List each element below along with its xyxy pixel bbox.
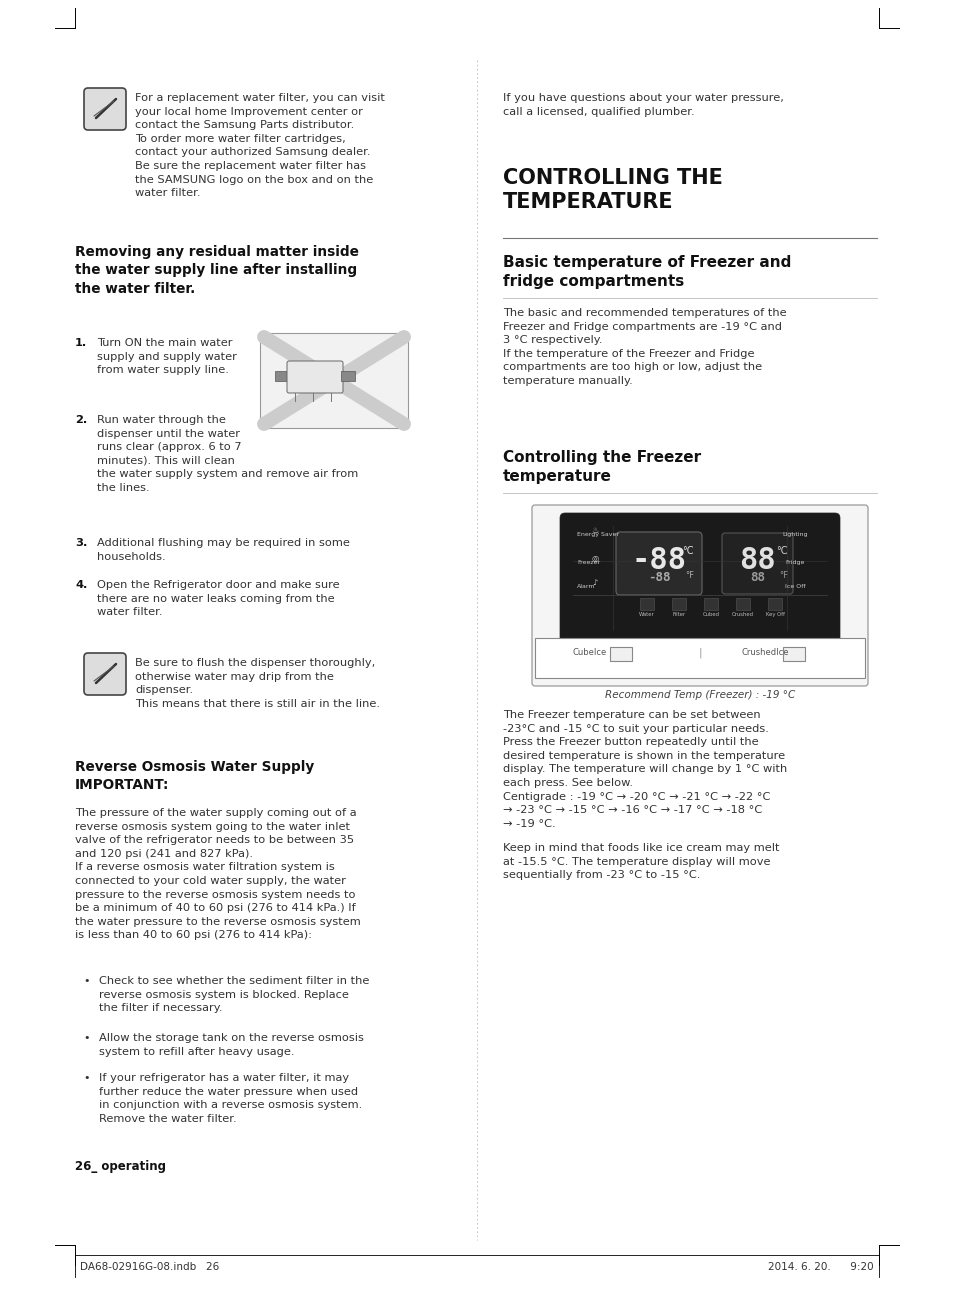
Bar (767, 598, 781, 610)
Text: Be sure to flush the dispenser thoroughly,
otherwise water may drip from the
dis: Be sure to flush the dispenser thoroughl… (135, 658, 379, 709)
FancyBboxPatch shape (535, 637, 864, 678)
Text: 2.: 2. (75, 415, 87, 425)
FancyBboxPatch shape (84, 653, 126, 695)
Text: Recommend Temp (Freezer) : -19 °C: Recommend Temp (Freezer) : -19 °C (604, 690, 794, 700)
Text: Reverse Osmosis Water Supply: Reverse Osmosis Water Supply (75, 760, 314, 774)
Text: -88: -88 (647, 571, 670, 584)
Text: 2014. 6. 20.      9:20: 2014. 6. 20. 9:20 (767, 1262, 873, 1272)
Text: ◎: ◎ (591, 554, 598, 563)
Text: Basic temperature of Freezer and
fridge compartments: Basic temperature of Freezer and fridge … (502, 255, 791, 289)
Bar (671, 598, 685, 610)
Text: Key Off: Key Off (764, 611, 783, 617)
FancyBboxPatch shape (782, 647, 804, 661)
Text: Filter: Filter (672, 611, 685, 617)
Text: CONTROLLING THE
TEMPERATURE: CONTROLLING THE TEMPERATURE (502, 168, 722, 212)
FancyBboxPatch shape (609, 647, 631, 661)
FancyBboxPatch shape (559, 513, 840, 643)
FancyBboxPatch shape (260, 333, 408, 428)
Text: For a replacement water filter, you can visit
your local home Improvement center: For a replacement water filter, you can … (135, 92, 384, 198)
Text: ♨: ♨ (591, 526, 598, 535)
Text: |: | (698, 648, 701, 658)
Text: Crushed: Crushed (731, 611, 753, 617)
Text: Controlling the Freezer
temperature: Controlling the Freezer temperature (502, 450, 700, 484)
Text: 88: 88 (739, 546, 775, 575)
Text: Keep in mind that foods like ice cream may melt
at -15.5 °C. The temperature dis: Keep in mind that foods like ice cream m… (502, 843, 779, 881)
FancyBboxPatch shape (287, 360, 343, 393)
Text: Alarm: Alarm (577, 584, 595, 589)
Text: Water: Water (639, 611, 654, 617)
FancyBboxPatch shape (84, 88, 126, 130)
Text: °F: °F (684, 571, 693, 580)
Text: ♪: ♪ (592, 578, 598, 587)
Text: •: • (83, 1033, 90, 1043)
Text: If you have questions about your water pressure,
call a licensed, qualified plum: If you have questions about your water p… (502, 92, 783, 117)
Text: Energy Saver: Energy Saver (577, 532, 618, 537)
Bar (735, 598, 749, 610)
Text: IMPORTANT:: IMPORTANT: (75, 778, 170, 792)
Text: The Freezer temperature can be set between
-23°C and -15 °C to suit your particu: The Freezer temperature can be set betwe… (502, 710, 786, 829)
Text: Additional flushing may be required in some
households.: Additional flushing may be required in s… (97, 539, 350, 562)
Text: 1.: 1. (75, 338, 87, 347)
Text: °C: °C (681, 546, 693, 556)
Bar (639, 598, 654, 610)
Text: Fridge: Fridge (784, 559, 803, 565)
Text: •: • (83, 1073, 90, 1082)
Bar (703, 598, 718, 610)
Text: °C: °C (776, 546, 787, 556)
Bar (340, 371, 355, 381)
Text: •: • (83, 976, 90, 986)
Text: Ice Off: Ice Off (784, 584, 804, 589)
Text: °F: °F (779, 571, 787, 580)
Text: CrushedIce: CrushedIce (740, 648, 788, 657)
Bar (274, 371, 289, 381)
Text: Cubed: Cubed (701, 611, 719, 617)
Text: Removing any residual matter inside
the water supply line after installing
the w: Removing any residual matter inside the … (75, 245, 358, 295)
FancyBboxPatch shape (721, 533, 792, 595)
Text: CubeIce: CubeIce (572, 648, 606, 657)
FancyBboxPatch shape (532, 505, 867, 686)
Text: If your refrigerator has a water filter, it may
further reduce the water pressur: If your refrigerator has a water filter,… (99, 1073, 362, 1124)
Text: Freezer: Freezer (577, 559, 599, 565)
Text: 26_ operating: 26_ operating (75, 1160, 166, 1174)
Text: The basic and recommended temperatures of the
Freezer and Fridge compartments ar: The basic and recommended temperatures o… (502, 308, 786, 386)
Text: 3.: 3. (75, 539, 88, 548)
Text: Turn ON the main water
supply and supply water
from water supply line.: Turn ON the main water supply and supply… (97, 338, 236, 375)
Text: 88: 88 (749, 571, 764, 584)
Text: -88: -88 (631, 546, 686, 575)
FancyBboxPatch shape (616, 532, 701, 595)
Text: Check to see whether the sediment filter in the
reverse osmosis system is blocke: Check to see whether the sediment filter… (99, 976, 369, 1013)
Text: Open the Refrigerator door and make sure
there are no water leaks coming from th: Open the Refrigerator door and make sure… (97, 580, 339, 617)
Text: Run water through the
dispenser until the water
runs clear (approx. 6 to 7
minut: Run water through the dispenser until th… (97, 415, 358, 493)
Text: Allow the storage tank on the reverse osmosis
system to refill after heavy usage: Allow the storage tank on the reverse os… (99, 1033, 363, 1056)
Text: DA68-02916G-08.indb   26: DA68-02916G-08.indb 26 (80, 1262, 219, 1272)
Text: 4.: 4. (75, 580, 88, 589)
Text: The pressure of the water supply coming out of a
reverse osmosis system going to: The pressure of the water supply coming … (75, 808, 360, 941)
Text: Lighting: Lighting (781, 532, 807, 537)
